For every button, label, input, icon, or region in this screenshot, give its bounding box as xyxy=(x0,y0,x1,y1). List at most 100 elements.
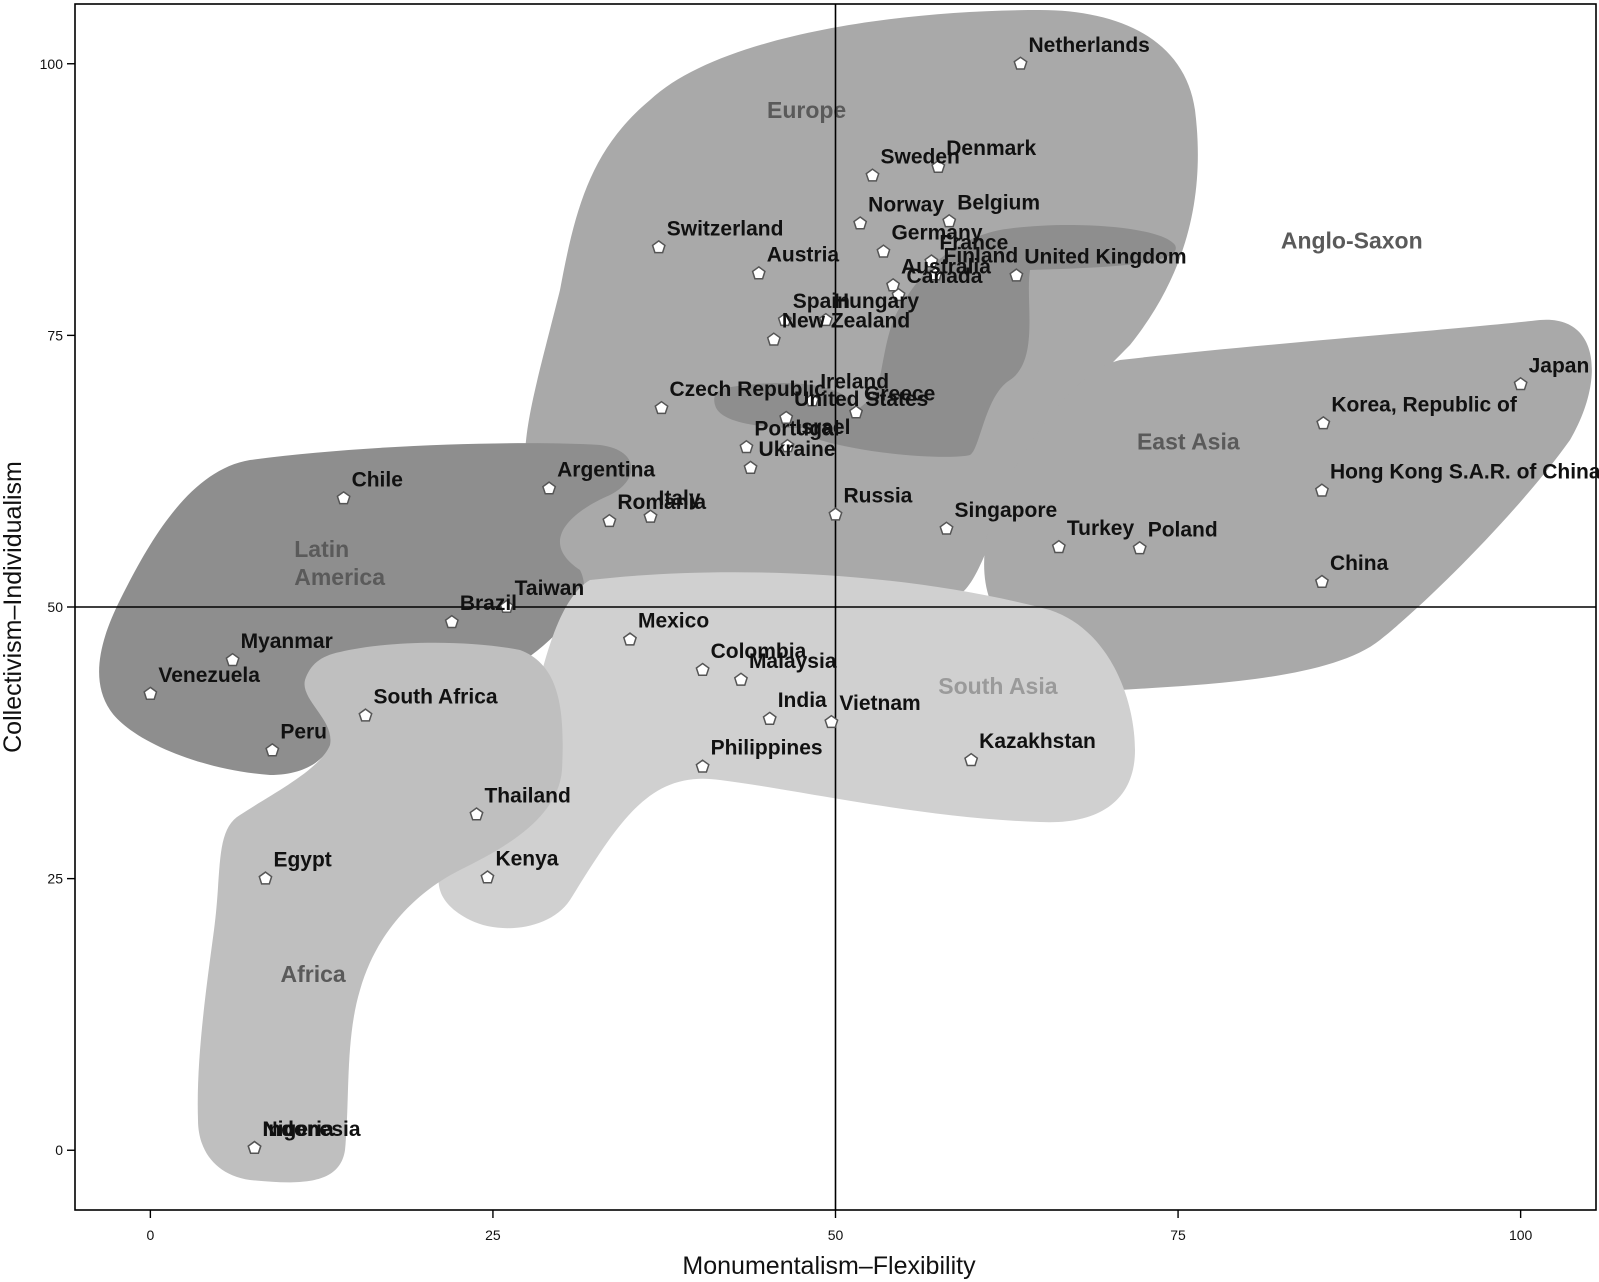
point-label-peru: Peru xyxy=(280,720,327,743)
point-label-japan: Japan xyxy=(1529,354,1590,377)
point-peru xyxy=(265,742,280,757)
point-label-canada: Canada xyxy=(907,265,983,288)
point-label-chile: Chile xyxy=(352,468,403,491)
point-chile xyxy=(336,490,351,505)
point-label-russia: Russia xyxy=(844,485,913,508)
x-tick-label: 0 xyxy=(146,1227,154,1243)
region-label-africa: Africa xyxy=(281,961,346,987)
point-united-kingdom xyxy=(1009,268,1024,282)
point-label-new-zealand: New Zealand xyxy=(782,310,910,333)
point-vietnam xyxy=(824,714,839,729)
point-switzerland xyxy=(651,239,666,254)
point-france xyxy=(924,254,939,268)
point-label-argentina: Argentina xyxy=(557,459,655,482)
point-mexico xyxy=(622,632,637,646)
point-label-colombia: Colombia xyxy=(711,640,807,663)
point-south-africa xyxy=(358,708,373,722)
x-axis-title: Monumentalism–Flexibility xyxy=(682,1252,976,1280)
point-kenya xyxy=(480,870,495,884)
point-malaysia xyxy=(733,672,748,686)
y-axis-title: Collectivism–Individualism xyxy=(0,461,27,753)
point-egypt xyxy=(258,871,273,885)
point-label-finland: Finland xyxy=(944,245,1019,268)
point-netherlands xyxy=(1013,56,1028,70)
region-label-europe: Europe xyxy=(767,97,846,123)
point-romania xyxy=(602,513,617,528)
point-greece xyxy=(849,405,864,419)
y-tick-label: 0 xyxy=(55,1142,63,1158)
region-shapes xyxy=(99,10,1592,1183)
point-label-egypt: Egypt xyxy=(273,849,331,872)
point-label-china: China xyxy=(1330,552,1389,575)
point-japan xyxy=(1513,376,1528,391)
point-label-israel: Israel xyxy=(796,416,851,439)
region-label-east-asia: East Asia xyxy=(1137,428,1240,454)
point-czech-republic xyxy=(654,400,669,415)
point-italy xyxy=(643,509,658,523)
point-argentina xyxy=(542,481,557,495)
point-label-hungary: Hungary xyxy=(834,290,920,313)
point-colombia xyxy=(695,662,710,677)
point-poland xyxy=(1132,540,1147,555)
point-label-taiwan: Taiwan xyxy=(515,577,585,600)
point-label-ireland: Ireland xyxy=(820,371,889,394)
x-tick-label: 25 xyxy=(485,1227,501,1243)
region-europe-shape xyxy=(488,10,1198,600)
point-label-austria: Austria xyxy=(767,243,840,266)
point-kazakhstan xyxy=(964,752,979,767)
point-label-thailand: Thailand xyxy=(484,785,570,808)
point-label-singapore: Singapore xyxy=(954,499,1057,522)
point-label-kazakhstan: Kazakhstan xyxy=(979,730,1096,753)
point-label-italy: Italy xyxy=(659,487,701,510)
region-africa-shape xyxy=(197,642,563,1183)
point-united-states xyxy=(779,410,794,424)
y-tick-label: 50 xyxy=(47,599,63,615)
point-norway xyxy=(853,216,868,230)
point-finland xyxy=(928,267,943,281)
point-label-united-states: United States xyxy=(794,388,928,411)
point-philippines xyxy=(695,759,710,773)
point-label-romania: Romania xyxy=(617,491,706,514)
region-label-south-asia: South Asia xyxy=(938,673,1057,699)
y-tick-label: 100 xyxy=(40,56,64,72)
point-label-netherlands: Netherlands xyxy=(1028,34,1149,57)
point-canada xyxy=(891,287,906,302)
point-label-denmark: Denmark xyxy=(946,137,1036,160)
point-myanmar xyxy=(225,652,240,667)
point-label-india: India xyxy=(778,689,827,712)
point-label-turkey: Turkey xyxy=(1067,517,1135,540)
region-anglo-saxon-shape xyxy=(811,225,1176,457)
point-turkey xyxy=(1051,539,1066,554)
point-label-czech-republic: Czech Republic xyxy=(669,378,826,401)
point-india xyxy=(762,711,777,725)
point-nigeria xyxy=(247,1140,262,1155)
point-label-france: France xyxy=(939,231,1008,254)
x-tick-label: 100 xyxy=(1509,1227,1533,1243)
point-venezuela xyxy=(143,686,158,700)
point-label-indonesia: Indonesia xyxy=(263,1118,361,1141)
point-brazil xyxy=(444,614,459,629)
point-israel xyxy=(780,438,795,453)
region-label-anglo-saxon: Anglo-Saxon xyxy=(1281,227,1423,253)
point-taiwan xyxy=(499,599,514,614)
point-australia xyxy=(886,277,901,292)
point-label-kenya: Kenya xyxy=(495,848,558,871)
point-hungary xyxy=(818,312,833,327)
x-tick-label: 50 xyxy=(828,1227,844,1243)
point-label-venezuela: Venezuela xyxy=(158,664,260,687)
y-axis-ticks: 0 25 50 75 100 xyxy=(40,56,75,1158)
point-label-belgium: Belgium xyxy=(957,191,1040,214)
point-korea-republic-of xyxy=(1316,415,1331,430)
point-label-united-kingdom: United Kingdom xyxy=(1024,246,1186,269)
x-axis-ticks: 0 25 50 75 100 xyxy=(146,1210,1533,1243)
point-thailand xyxy=(469,807,484,821)
point-portugal xyxy=(739,439,754,454)
point-label-spain: Spain xyxy=(793,290,850,313)
axes: 0 25 50 75 100 0 25 50 75 100 xyxy=(40,3,1597,1243)
point-label-hong-kong-s-a-r-of-china: Hong Kong S.A.R. of China xyxy=(1330,461,1599,484)
point-label-norway: Norway xyxy=(868,193,944,216)
point-denmark xyxy=(931,159,946,173)
point-label-korea-republic-of: Korea, Republic of xyxy=(1331,393,1518,416)
